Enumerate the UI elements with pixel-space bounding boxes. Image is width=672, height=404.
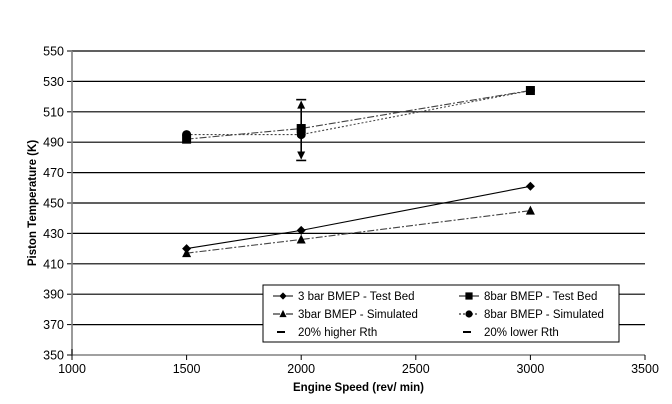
marker-circle xyxy=(525,86,535,96)
marker-circle xyxy=(465,310,473,318)
series-3-bar-bmep-test-bed xyxy=(182,181,535,254)
series-3bar-bmep-simulated xyxy=(182,205,535,258)
legend-item: 8bar BMEP - Test Bed xyxy=(459,291,597,303)
y-axis-label: Piston Temperature (K) xyxy=(27,140,39,266)
legend-item: 8bar BMEP - Simulated xyxy=(459,309,604,321)
y-tick-label: 410 xyxy=(43,257,64,271)
marker-diamond xyxy=(279,292,287,300)
y-tick-label: 370 xyxy=(43,318,64,332)
series-line xyxy=(186,185,531,250)
y-tick-label: 450 xyxy=(43,197,64,211)
marker-triangle xyxy=(296,234,306,244)
legend-label: 20% lower Rth xyxy=(484,327,559,339)
y-tick-labels: 350 370 390 410 430 450 470 490 510 530 550 xyxy=(43,45,64,363)
arrow-up-icon xyxy=(297,100,306,109)
x-tick-label: 2500 xyxy=(402,362,430,376)
x-tick-label: 3000 xyxy=(516,362,544,376)
marker-triangle xyxy=(279,309,287,318)
marker-triangle xyxy=(182,248,192,258)
y-tick-label: 550 xyxy=(43,45,64,59)
legend-item: 20% higher Rth xyxy=(277,327,377,339)
legend-label: 8bar BMEP - Simulated xyxy=(484,309,604,321)
legend-label: 3 bar BMEP - Test Bed xyxy=(298,291,415,303)
marker-diamond xyxy=(525,181,535,191)
marker-circle xyxy=(182,130,192,140)
legend-label: 20% higher Rth xyxy=(298,327,377,339)
x-tick-labels: 1000 1500 2000 2500 3000 3500 xyxy=(58,362,659,376)
series-8bar-bmep-simulated xyxy=(182,86,535,140)
arrow-down-icon xyxy=(297,151,306,160)
y-tick-label: 490 xyxy=(43,136,64,150)
marker-triangle xyxy=(525,205,535,215)
legend: 3 bar BMEP - Test Bed 8bar BMEP - Test Be… xyxy=(262,284,620,343)
gridlines xyxy=(72,50,645,326)
axes xyxy=(67,50,646,360)
error-bar xyxy=(296,98,307,162)
y-tick-label: 430 xyxy=(43,227,64,241)
series-line xyxy=(186,89,531,136)
legend-label: 8bar BMEP - Test Bed xyxy=(484,291,597,303)
y-tick-label: 510 xyxy=(43,105,64,119)
x-tick-label: 1000 xyxy=(58,362,86,376)
series-line xyxy=(186,89,531,140)
y-tick-label: 470 xyxy=(43,166,64,180)
y-tick-label: 390 xyxy=(43,288,64,302)
x-tick-label: 3500 xyxy=(631,362,659,376)
series-group xyxy=(182,86,535,258)
x-axis-label: Engine Speed (rev/ min) xyxy=(293,382,424,394)
x-tick-label: 1500 xyxy=(173,362,201,376)
x-tick-label: 2000 xyxy=(287,362,315,376)
legend-item: 3 bar BMEP - Test Bed xyxy=(273,291,415,303)
series-line xyxy=(186,210,531,254)
marker-square xyxy=(182,134,192,144)
legend-box xyxy=(262,284,620,343)
legend-label: 3bar BMEP - Simulated xyxy=(298,309,418,321)
legend-item: 20% lower Rth xyxy=(463,327,559,339)
y-tick-label: 350 xyxy=(43,349,64,363)
y-tick-label: 530 xyxy=(43,75,64,89)
legend-item: 3bar BMEP - Simulated xyxy=(273,309,418,321)
marker-diamond xyxy=(296,225,306,235)
marker-square xyxy=(465,292,473,300)
